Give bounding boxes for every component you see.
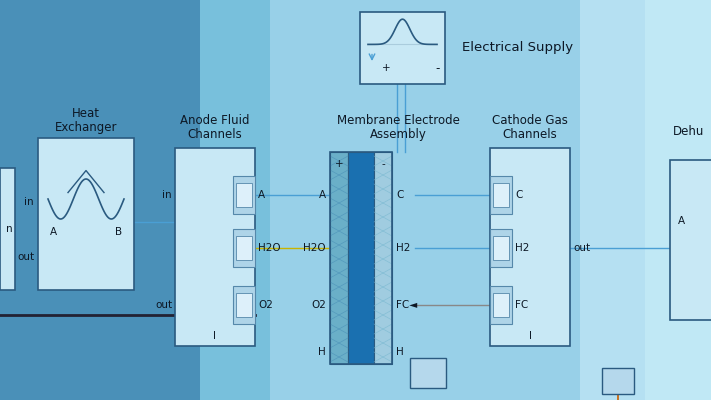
Text: O2: O2 [311,300,326,310]
Text: +: + [382,63,390,73]
Bar [348,152,374,364]
Text: I: I [213,331,217,341]
Text: Channels: Channels [503,128,557,141]
Text: Dehu: Dehu [673,125,705,138]
Bar [236,293,252,317]
Text: -: - [381,159,385,169]
Text: in: in [24,197,34,207]
Text: Channels: Channels [188,128,242,141]
Bar [236,236,252,260]
Text: A: A [50,227,57,237]
Bar [374,152,392,364]
Bar [236,183,252,207]
Bar [670,160,711,320]
Text: I: I [528,331,532,341]
Text: H: H [319,347,326,357]
Text: Exchanger: Exchanger [55,121,117,134]
Bar [602,368,634,394]
Text: A: A [319,190,326,200]
Text: Assembly: Assembly [370,128,427,141]
Text: O2: O2 [258,300,273,310]
Text: n: n [6,224,13,234]
Text: FC: FC [515,300,528,310]
Bar [38,138,134,290]
Text: FC◄: FC◄ [396,300,417,310]
Bar [330,152,348,364]
Text: Heat: Heat [72,107,100,120]
Bar [490,176,512,214]
Bar [0,168,15,290]
Bar [493,183,509,207]
Bar [580,0,711,400]
Text: B: B [115,227,122,237]
Bar [360,12,445,84]
Text: A: A [678,216,685,226]
Text: H: H [396,347,404,357]
Text: out: out [155,300,172,310]
Text: H2O: H2O [258,243,281,253]
Text: out: out [573,243,590,253]
Text: C: C [396,190,403,200]
Bar [490,229,512,267]
Bar [233,176,255,214]
Text: C: C [515,190,523,200]
Bar [175,148,255,346]
Text: A: A [258,190,265,200]
Text: H2O: H2O [304,243,326,253]
Bar [493,293,509,317]
Bar [233,286,255,324]
Bar [493,236,509,260]
Bar [645,0,711,400]
Text: in: in [162,190,172,200]
Bar [410,358,446,388]
Bar [490,148,570,346]
Text: Electrical Supply: Electrical Supply [462,42,573,54]
Bar [200,0,711,400]
Text: Cathode Gas: Cathode Gas [492,114,568,127]
Text: -: - [435,62,439,75]
Text: Anode Fluid: Anode Fluid [181,114,250,127]
Text: H2: H2 [396,243,410,253]
Bar [330,152,392,364]
Bar [0,0,200,400]
Text: H2: H2 [515,243,530,253]
Text: Membrane Electrode: Membrane Electrode [336,114,459,127]
Text: out: out [17,252,34,262]
Text: +: + [335,159,343,169]
Bar [490,286,512,324]
Bar [233,229,255,267]
Bar [270,0,610,400]
